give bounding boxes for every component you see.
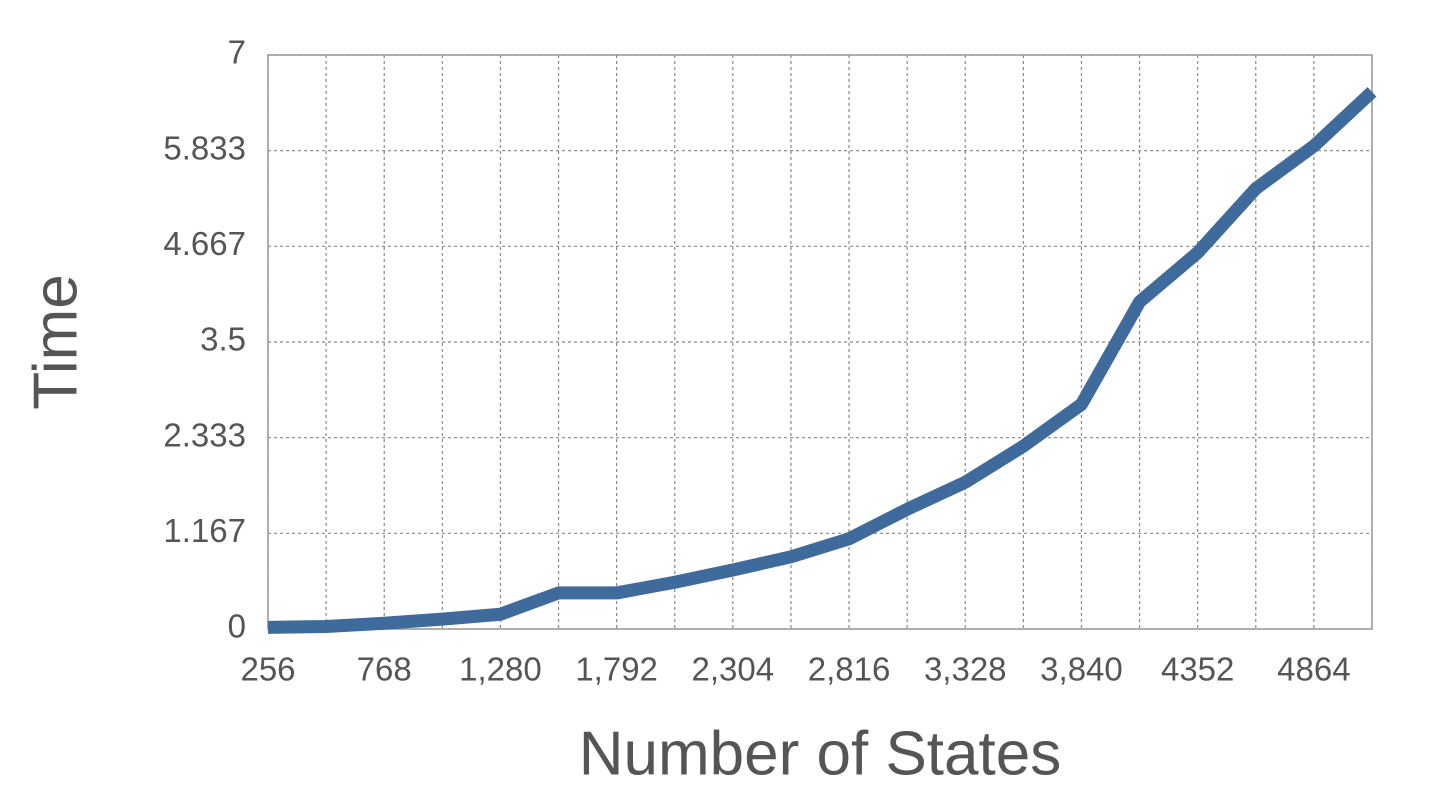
y-tick-label: 7 bbox=[228, 34, 246, 71]
y-tick-label: 0 bbox=[228, 608, 246, 645]
x-tick-label: 1,792 bbox=[575, 651, 658, 688]
y-tick-label: 4.667 bbox=[163, 225, 246, 262]
data-line bbox=[267, 87, 1377, 634]
y-tick-label: 1.167 bbox=[163, 512, 246, 549]
x-tick-label: 4352 bbox=[1161, 651, 1234, 688]
x-tick-label: 2,304 bbox=[692, 651, 775, 688]
x-tick-label: 3,840 bbox=[1040, 651, 1123, 688]
y-tick-label: 5.833 bbox=[163, 129, 246, 166]
x-tick-label: 3,328 bbox=[924, 651, 1007, 688]
x-tick-label: 1,280 bbox=[459, 651, 542, 688]
plot-border bbox=[267, 54, 1373, 630]
y-axis-title: Time bbox=[21, 274, 90, 409]
x-tick-label: 768 bbox=[357, 651, 412, 688]
y-tick-label: 2.333 bbox=[163, 416, 246, 453]
x-axis-title: Number of States bbox=[579, 719, 1061, 786]
x-tick-label: 2,816 bbox=[808, 651, 891, 688]
y-tick-label: 3.5 bbox=[200, 321, 246, 358]
x-tick-label: 4864 bbox=[1277, 651, 1350, 688]
x-tick-label: 256 bbox=[240, 651, 295, 688]
